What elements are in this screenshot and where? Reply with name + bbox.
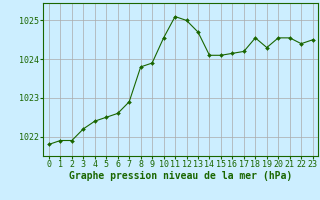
- X-axis label: Graphe pression niveau de la mer (hPa): Graphe pression niveau de la mer (hPa): [69, 171, 292, 181]
